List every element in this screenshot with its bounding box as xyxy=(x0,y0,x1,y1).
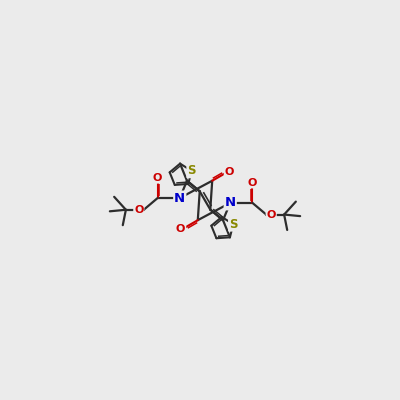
Text: O: O xyxy=(176,224,185,234)
Text: N: N xyxy=(225,196,236,209)
Text: O: O xyxy=(153,173,162,183)
Text: S: S xyxy=(187,164,196,177)
Text: O: O xyxy=(134,205,144,215)
Text: S: S xyxy=(229,218,238,231)
Text: N: N xyxy=(174,192,185,204)
Text: O: O xyxy=(248,178,257,188)
Text: O: O xyxy=(225,167,234,177)
Text: O: O xyxy=(266,210,276,220)
